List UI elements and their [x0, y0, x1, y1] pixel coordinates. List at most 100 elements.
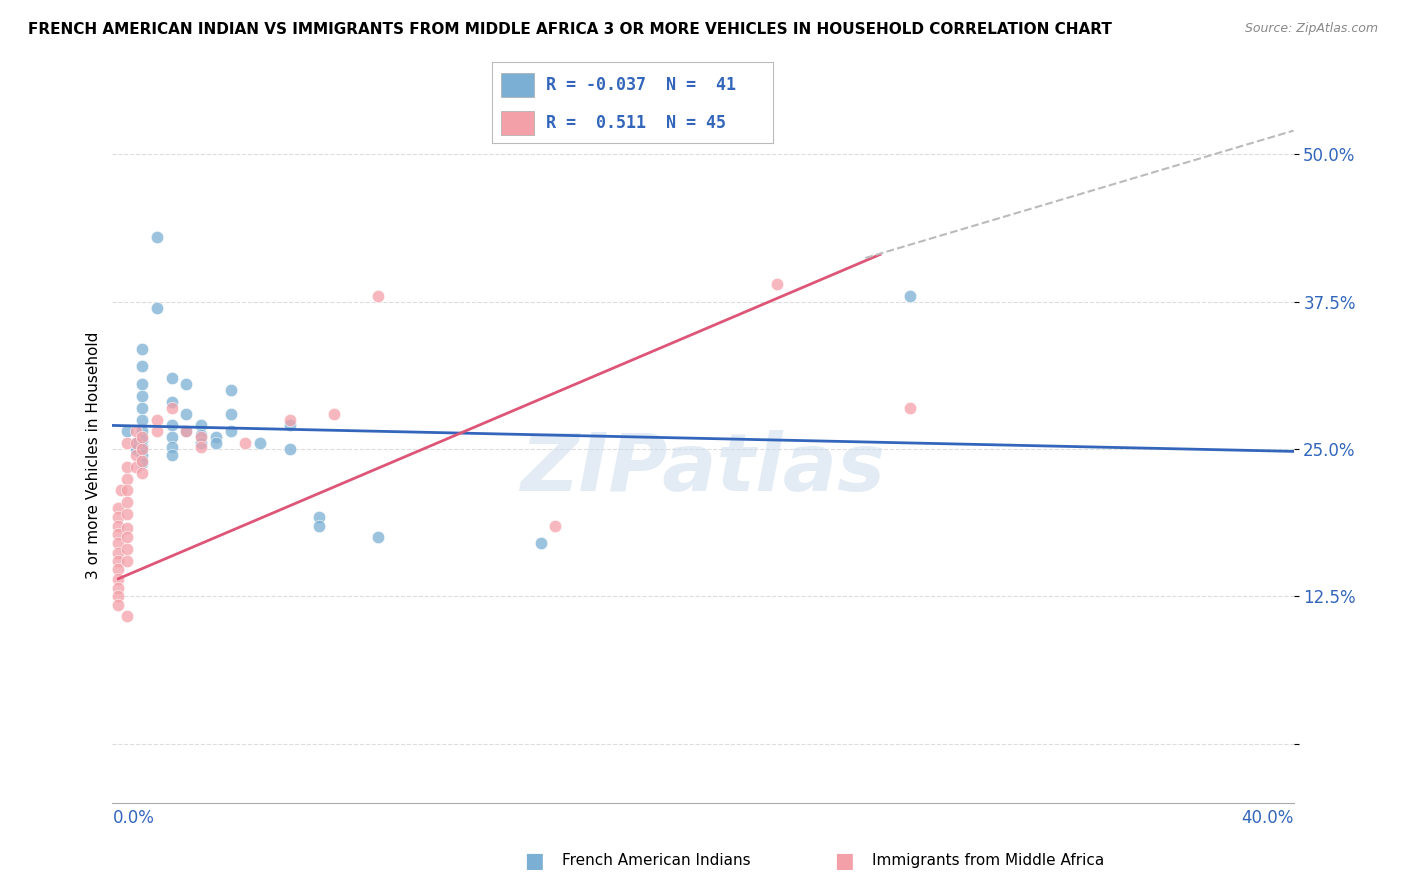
- Point: [117, 507, 138, 521]
- Text: 40.0%: 40.0%: [1241, 809, 1294, 827]
- Point: [219, 425, 242, 439]
- Point: [249, 436, 271, 450]
- Point: [219, 407, 242, 421]
- Point: [117, 436, 138, 450]
- Point: [125, 448, 148, 462]
- Point: [107, 562, 129, 576]
- Point: [107, 510, 129, 524]
- Point: [174, 407, 197, 421]
- Point: [107, 518, 129, 533]
- Point: [308, 510, 330, 524]
- Point: [131, 425, 153, 439]
- Point: [529, 536, 551, 550]
- Point: [117, 531, 138, 545]
- Point: [125, 442, 148, 456]
- Point: [131, 448, 153, 462]
- Point: [766, 277, 789, 291]
- Point: [117, 495, 138, 509]
- Point: [219, 383, 242, 397]
- Point: [117, 471, 138, 485]
- Point: [131, 433, 153, 447]
- Text: R =  0.511  N = 45: R = 0.511 N = 45: [546, 113, 725, 132]
- Point: [107, 527, 129, 541]
- Point: [117, 609, 138, 624]
- Point: [125, 436, 148, 450]
- Text: ■: ■: [834, 851, 853, 871]
- Point: [131, 342, 153, 356]
- Point: [107, 546, 129, 560]
- Text: 0.0%: 0.0%: [112, 809, 155, 827]
- Text: Immigrants from Middle Africa: Immigrants from Middle Africa: [872, 854, 1104, 868]
- Y-axis label: 3 or more Vehicles in Household: 3 or more Vehicles in Household: [86, 331, 101, 579]
- Point: [174, 425, 197, 439]
- Point: [131, 377, 153, 392]
- Point: [131, 412, 153, 426]
- Point: [898, 401, 921, 415]
- Text: R = -0.037  N =  41: R = -0.037 N = 41: [546, 76, 735, 94]
- Point: [117, 483, 138, 498]
- Point: [110, 483, 132, 498]
- Point: [308, 518, 330, 533]
- Point: [131, 440, 153, 454]
- Text: FRENCH AMERICAN INDIAN VS IMMIGRANTS FROM MIDDLE AFRICA 3 OR MORE VEHICLES IN HO: FRENCH AMERICAN INDIAN VS IMMIGRANTS FRO…: [28, 22, 1112, 37]
- Point: [190, 430, 212, 444]
- Point: [190, 418, 212, 433]
- Text: ZIPatlas: ZIPatlas: [520, 430, 886, 508]
- Point: [160, 430, 183, 444]
- Point: [160, 401, 183, 415]
- Point: [125, 436, 148, 450]
- Point: [117, 521, 138, 535]
- Point: [278, 412, 301, 426]
- Point: [117, 459, 138, 474]
- Point: [131, 359, 153, 374]
- Point: [174, 425, 197, 439]
- Bar: [501, 111, 534, 135]
- Bar: [501, 73, 534, 97]
- Point: [131, 442, 153, 456]
- Point: [190, 440, 212, 454]
- Point: [117, 542, 138, 557]
- Point: [146, 412, 169, 426]
- Point: [107, 500, 129, 515]
- Point: [117, 425, 138, 439]
- Text: French American Indians: French American Indians: [562, 854, 751, 868]
- Point: [146, 425, 169, 439]
- Point: [107, 536, 129, 550]
- Point: [146, 301, 169, 315]
- Point: [107, 581, 129, 595]
- Point: [131, 389, 153, 403]
- Point: [174, 377, 197, 392]
- Point: [131, 401, 153, 415]
- Point: [160, 371, 183, 385]
- Point: [131, 430, 153, 444]
- Point: [107, 554, 129, 568]
- Point: [323, 407, 346, 421]
- Point: [367, 531, 389, 545]
- Point: [107, 572, 129, 586]
- Point: [367, 289, 389, 303]
- Point: [160, 418, 183, 433]
- Point: [160, 448, 183, 462]
- Text: Source: ZipAtlas.com: Source: ZipAtlas.com: [1244, 22, 1378, 36]
- Point: [278, 442, 301, 456]
- Point: [131, 466, 153, 480]
- Point: [125, 459, 148, 474]
- Point: [117, 554, 138, 568]
- Point: [107, 598, 129, 612]
- Point: [146, 229, 169, 244]
- Text: ■: ■: [524, 851, 544, 871]
- Point: [125, 425, 148, 439]
- Point: [205, 430, 228, 444]
- Point: [205, 436, 228, 450]
- Point: [131, 456, 153, 470]
- Point: [278, 418, 301, 433]
- Point: [190, 436, 212, 450]
- Point: [107, 590, 129, 604]
- Point: [898, 289, 921, 303]
- Point: [190, 428, 212, 442]
- Point: [131, 454, 153, 468]
- Point: [233, 436, 256, 450]
- Point: [544, 518, 567, 533]
- Point: [160, 440, 183, 454]
- Point: [160, 395, 183, 409]
